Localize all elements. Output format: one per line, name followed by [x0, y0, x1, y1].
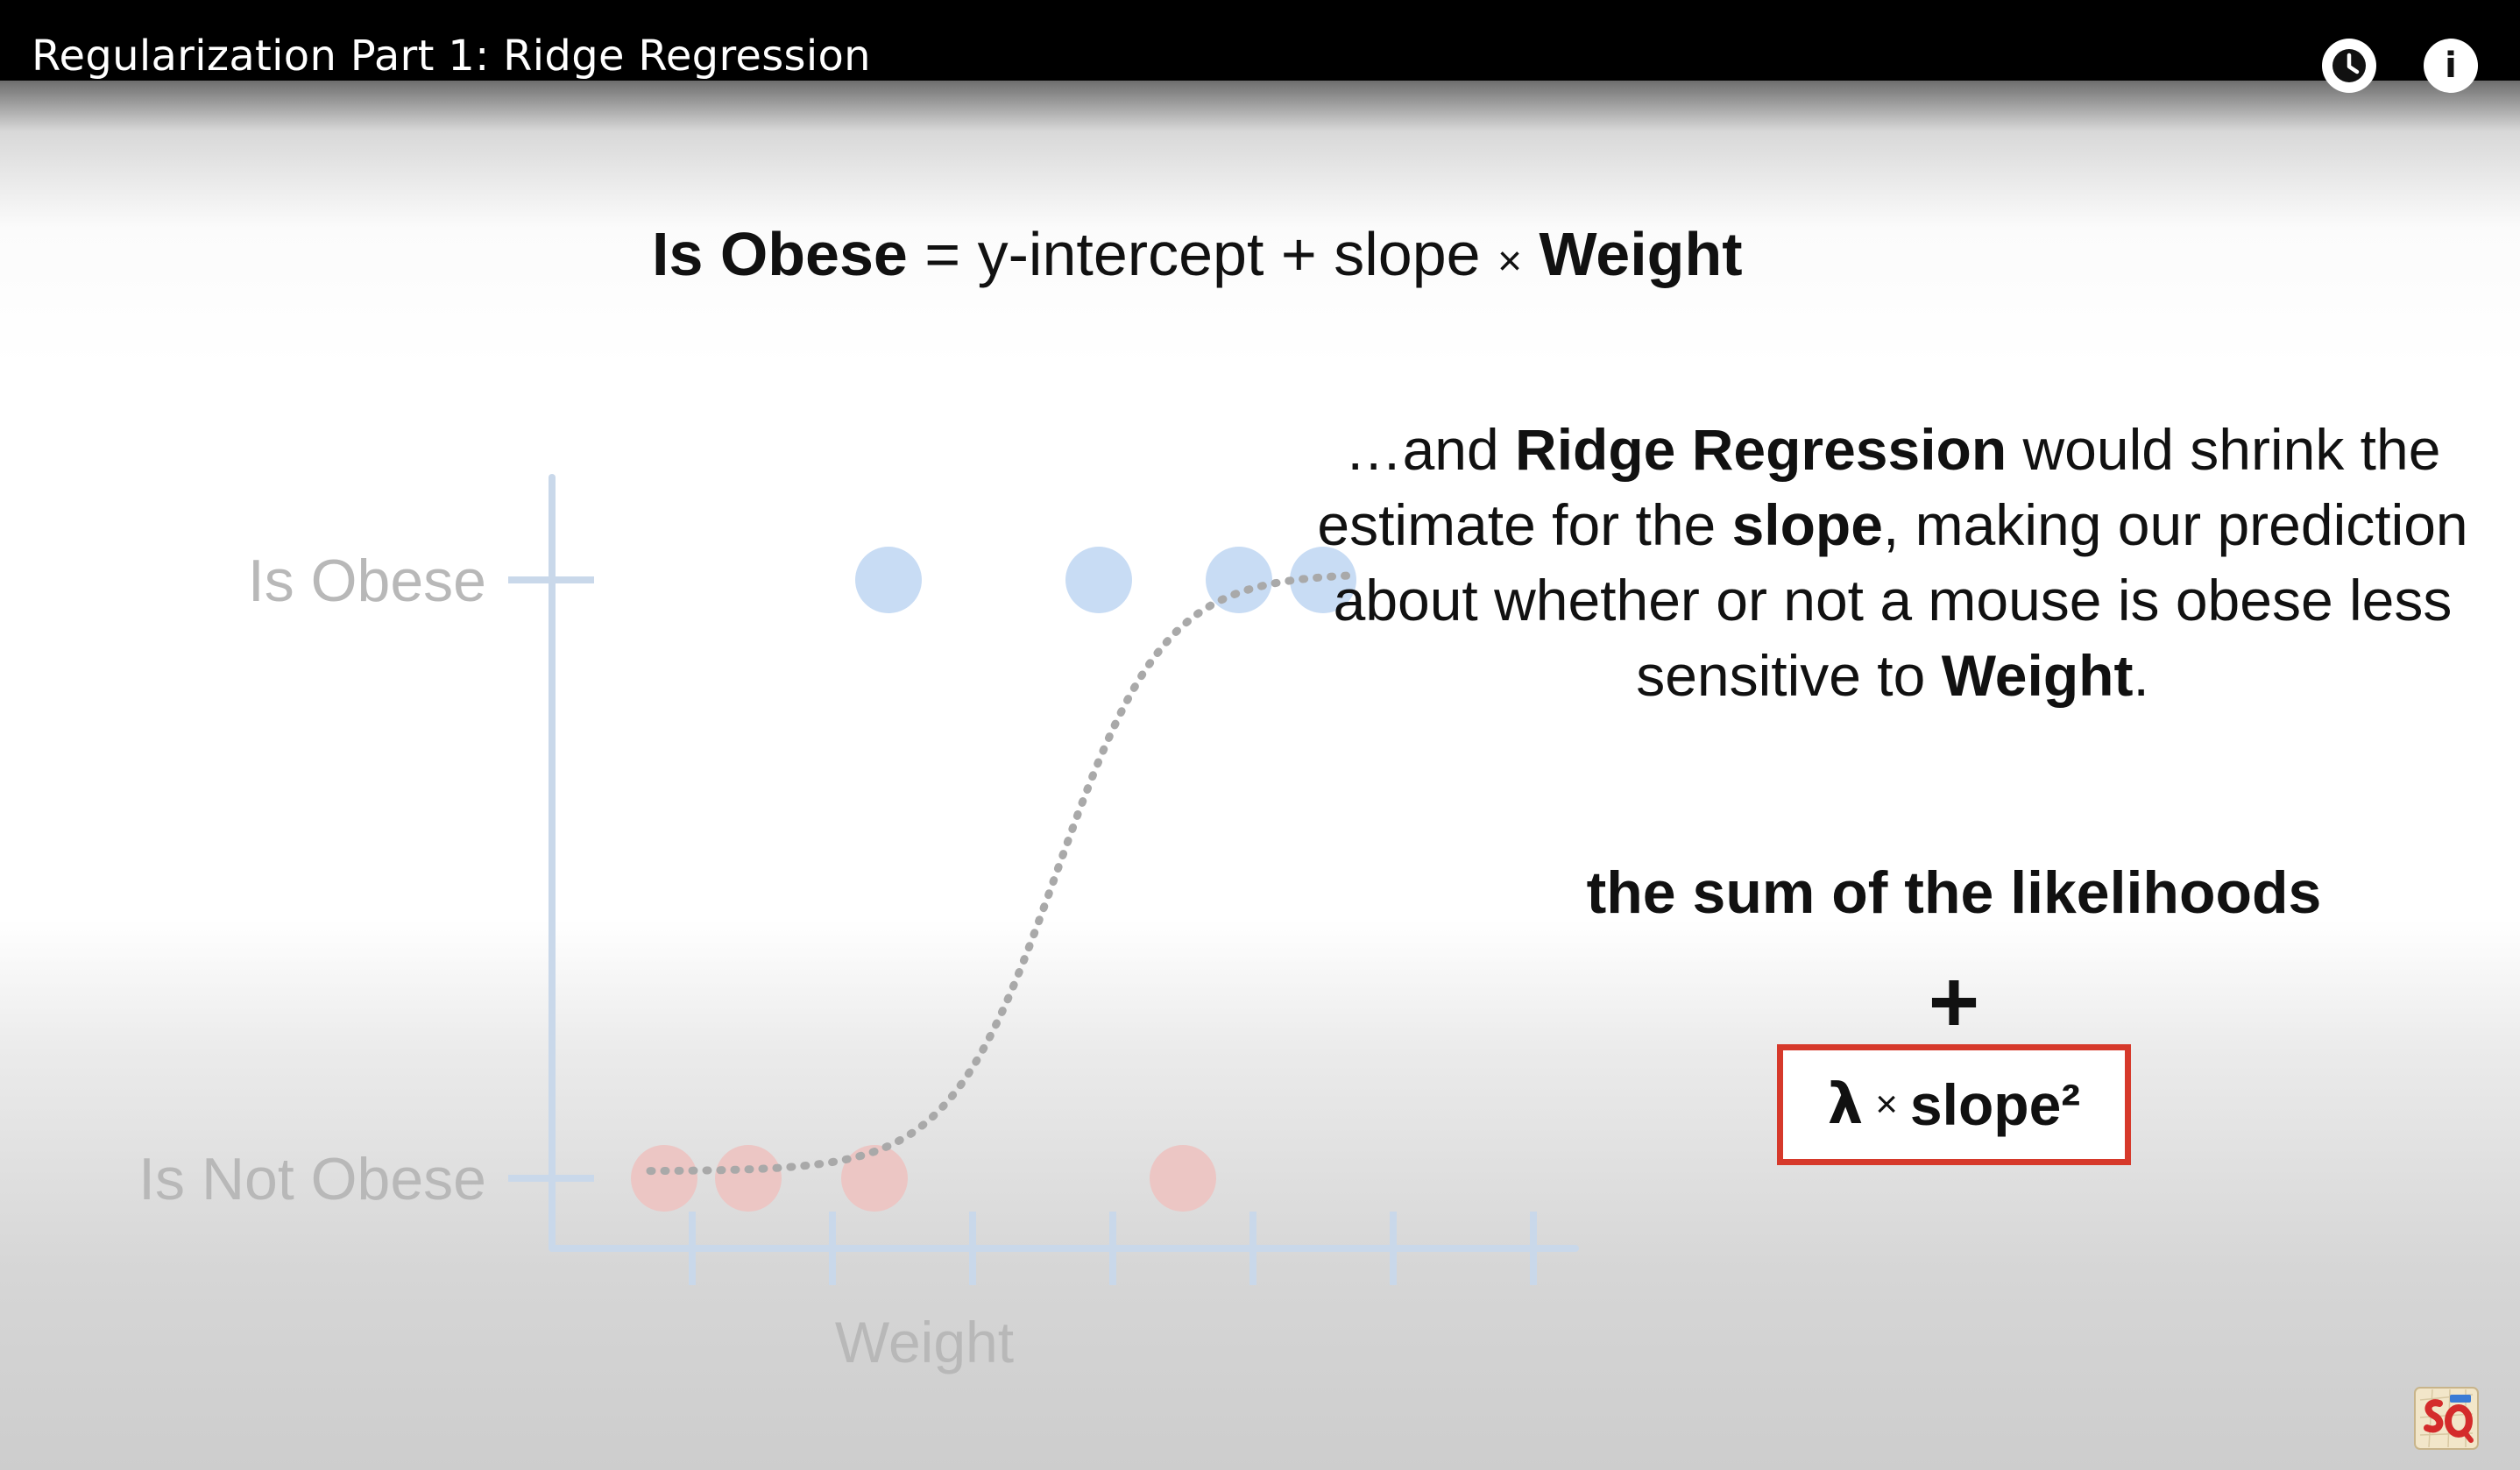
y-tick-label: Is Obese — [248, 548, 486, 614]
explain-part-2: would shrink the estimate for the — [1317, 417, 2441, 557]
obese-point — [855, 547, 922, 613]
equation-intercept: y-intercept — [977, 220, 1264, 288]
obese-point — [1290, 547, 1356, 613]
obese-point — [1065, 547, 1132, 613]
plus-sign: + — [1928, 953, 1980, 1051]
explain-bold-weight: Weight — [1941, 643, 2134, 708]
equation-lhs: Is Obese — [652, 220, 908, 288]
explain-part-3: , making our prediction about whether or… — [1333, 492, 2468, 708]
sum-of-likelihoods-label: the sum of the likelihoods — [1586, 859, 2322, 926]
explain-part-4: . — [2133, 643, 2149, 708]
not-obese-point — [715, 1145, 782, 1212]
equation-plus: + — [1280, 220, 1317, 288]
equation-variable: Weight — [1539, 220, 1743, 288]
not-obese-point — [1150, 1145, 1216, 1212]
info-button[interactable]: i — [2424, 39, 2478, 93]
equation-equals: = — [924, 220, 961, 288]
clock-icon — [2332, 49, 2366, 82]
ridge-penalty-box: λ × slope² — [1777, 1044, 2131, 1165]
penalty-times: × — [1875, 1083, 1898, 1126]
y-tick-label: Is Not Obese — [138, 1146, 486, 1212]
equation-times: × — [1497, 238, 1523, 285]
player-title-bar: Regularization Part 1: Ridge Regression … — [0, 0, 2520, 93]
statquest-logo-icon[interactable] — [2411, 1382, 2481, 1452]
not-obese-point — [841, 1145, 908, 1212]
watch-later-button[interactable] — [2322, 39, 2376, 93]
not-obese-point — [631, 1145, 697, 1212]
explain-part-1: …and — [1344, 417, 1516, 482]
logistic-curve — [646, 571, 1356, 1176]
obese-point — [1206, 547, 1272, 613]
explain-bold-slope: slope — [1731, 492, 1883, 557]
logistic-equation: Is Obese = y-intercept + slope × Weight — [652, 219, 1743, 289]
info-icon: i — [2445, 46, 2457, 86]
video-title[interactable]: Regularization Part 1: Ridge Regression — [32, 32, 871, 81]
equation-slope: slope — [1334, 220, 1481, 288]
lambda-symbol: λ — [1827, 1072, 1864, 1137]
slope-squared: slope² — [1909, 1072, 2081, 1137]
logistic-regression-chart: Is Obese Is Not Obese Weight — [138, 474, 1579, 1375]
x-axis-label: Weight — [835, 1310, 1014, 1375]
explain-bold-ridge: Ridge Regression — [1515, 417, 2007, 482]
ridge-explanation: …and Ridge Regression would shrink the e… — [1297, 412, 2488, 713]
